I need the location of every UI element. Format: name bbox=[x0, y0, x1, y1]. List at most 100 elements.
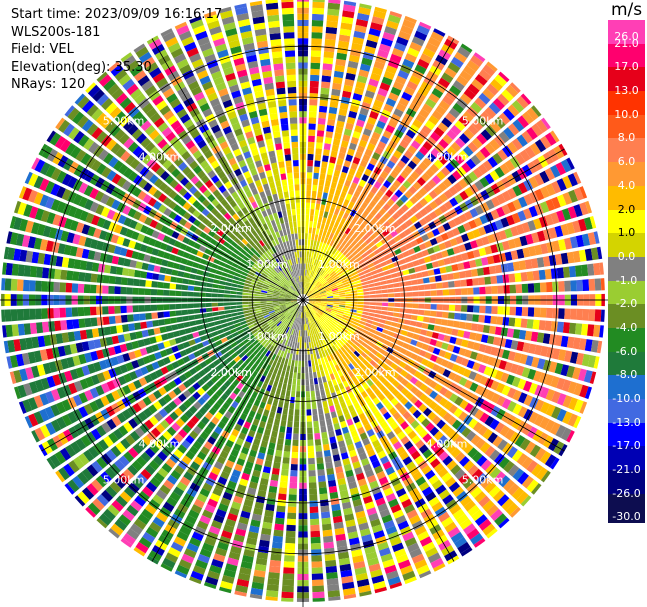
gate bbox=[459, 133, 470, 144]
gate bbox=[397, 276, 405, 282]
gate bbox=[358, 6, 371, 16]
gate bbox=[311, 335, 315, 342]
gate bbox=[332, 509, 342, 518]
gate bbox=[437, 259, 445, 267]
gate bbox=[322, 263, 327, 270]
gate bbox=[206, 282, 214, 288]
gate bbox=[370, 186, 379, 195]
gate bbox=[497, 93, 510, 106]
gate bbox=[316, 457, 324, 464]
gate bbox=[285, 433, 292, 440]
gate bbox=[29, 280, 36, 292]
gate bbox=[370, 518, 381, 528]
gate bbox=[405, 350, 413, 358]
gate bbox=[567, 206, 577, 219]
gate bbox=[348, 363, 355, 370]
gate bbox=[368, 512, 379, 522]
gate bbox=[326, 348, 332, 355]
gate bbox=[449, 431, 460, 442]
gate bbox=[472, 362, 481, 372]
gate bbox=[358, 584, 371, 594]
gate bbox=[497, 494, 510, 507]
gate bbox=[303, 324, 306, 331]
gate bbox=[341, 165, 349, 174]
gate bbox=[382, 558, 395, 569]
gate bbox=[90, 273, 98, 283]
gate bbox=[445, 265, 453, 273]
gate bbox=[406, 175, 416, 185]
gate bbox=[388, 354, 397, 362]
gate bbox=[383, 324, 391, 330]
gate bbox=[472, 342, 481, 351]
gate bbox=[366, 163, 375, 172]
gate bbox=[359, 484, 369, 493]
gate bbox=[181, 309, 189, 316]
gate bbox=[375, 290, 382, 294]
gate bbox=[320, 293, 327, 296]
gate bbox=[558, 308, 565, 319]
gate bbox=[324, 343, 329, 350]
gate bbox=[368, 252, 376, 259]
gate bbox=[285, 371, 290, 378]
gate bbox=[298, 305, 301, 312]
gate bbox=[236, 308, 243, 312]
gate bbox=[215, 547, 228, 557]
gate bbox=[300, 312, 302, 319]
gate bbox=[310, 209, 315, 216]
gate bbox=[523, 208, 533, 220]
gate bbox=[313, 280, 318, 286]
gate bbox=[332, 307, 339, 311]
gate bbox=[415, 251, 424, 259]
gate bbox=[201, 318, 209, 324]
gate bbox=[567, 413, 578, 427]
gate bbox=[315, 320, 321, 326]
gate bbox=[405, 391, 414, 400]
gate bbox=[581, 264, 589, 277]
gate bbox=[398, 258, 407, 265]
gate bbox=[393, 108, 404, 118]
gate bbox=[336, 283, 344, 288]
gate bbox=[433, 186, 443, 196]
gate bbox=[286, 518, 296, 526]
gate bbox=[342, 314, 349, 319]
ray-67 bbox=[189, 305, 301, 585]
gate bbox=[405, 286, 413, 292]
gate bbox=[430, 458, 441, 469]
gate bbox=[343, 160, 351, 168]
gate bbox=[421, 172, 431, 182]
gate bbox=[313, 321, 318, 328]
gate bbox=[539, 416, 550, 430]
gate bbox=[490, 244, 499, 254]
gate bbox=[327, 380, 333, 388]
gate bbox=[304, 288, 306, 295]
gate bbox=[319, 419, 326, 427]
gate bbox=[347, 404, 355, 413]
gate bbox=[337, 477, 346, 486]
gate bbox=[320, 499, 329, 507]
gate bbox=[474, 97, 487, 109]
gate bbox=[315, 340, 319, 347]
gate bbox=[433, 430, 444, 441]
gate bbox=[334, 250, 340, 257]
gate bbox=[312, 414, 319, 422]
gate bbox=[345, 385, 352, 394]
gate bbox=[178, 264, 186, 271]
gate bbox=[307, 292, 313, 297]
gate bbox=[307, 311, 310, 318]
gate bbox=[363, 463, 372, 472]
gate bbox=[333, 70, 344, 79]
gate bbox=[309, 316, 313, 323]
gate bbox=[353, 402, 361, 410]
gate bbox=[291, 457, 298, 465]
gate bbox=[271, 430, 278, 438]
gate bbox=[472, 314, 479, 322]
gate bbox=[453, 216, 462, 226]
gate bbox=[438, 489, 451, 500]
gate bbox=[378, 547, 391, 557]
gate bbox=[385, 258, 393, 265]
gate bbox=[600, 309, 605, 322]
gate bbox=[351, 375, 358, 383]
gate bbox=[533, 218, 542, 230]
gate bbox=[306, 184, 312, 191]
gate bbox=[295, 397, 300, 404]
